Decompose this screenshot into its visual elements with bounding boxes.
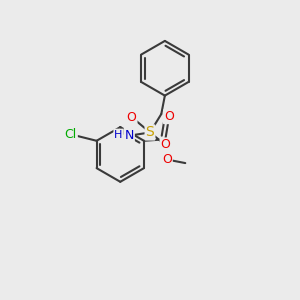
Text: N: N <box>124 129 134 142</box>
Text: O: O <box>162 153 172 166</box>
Text: O: O <box>164 110 174 123</box>
Text: S: S <box>146 125 154 140</box>
Text: O: O <box>160 138 170 152</box>
Text: H: H <box>114 130 123 140</box>
Text: O: O <box>127 110 136 124</box>
Text: Cl: Cl <box>64 128 77 141</box>
